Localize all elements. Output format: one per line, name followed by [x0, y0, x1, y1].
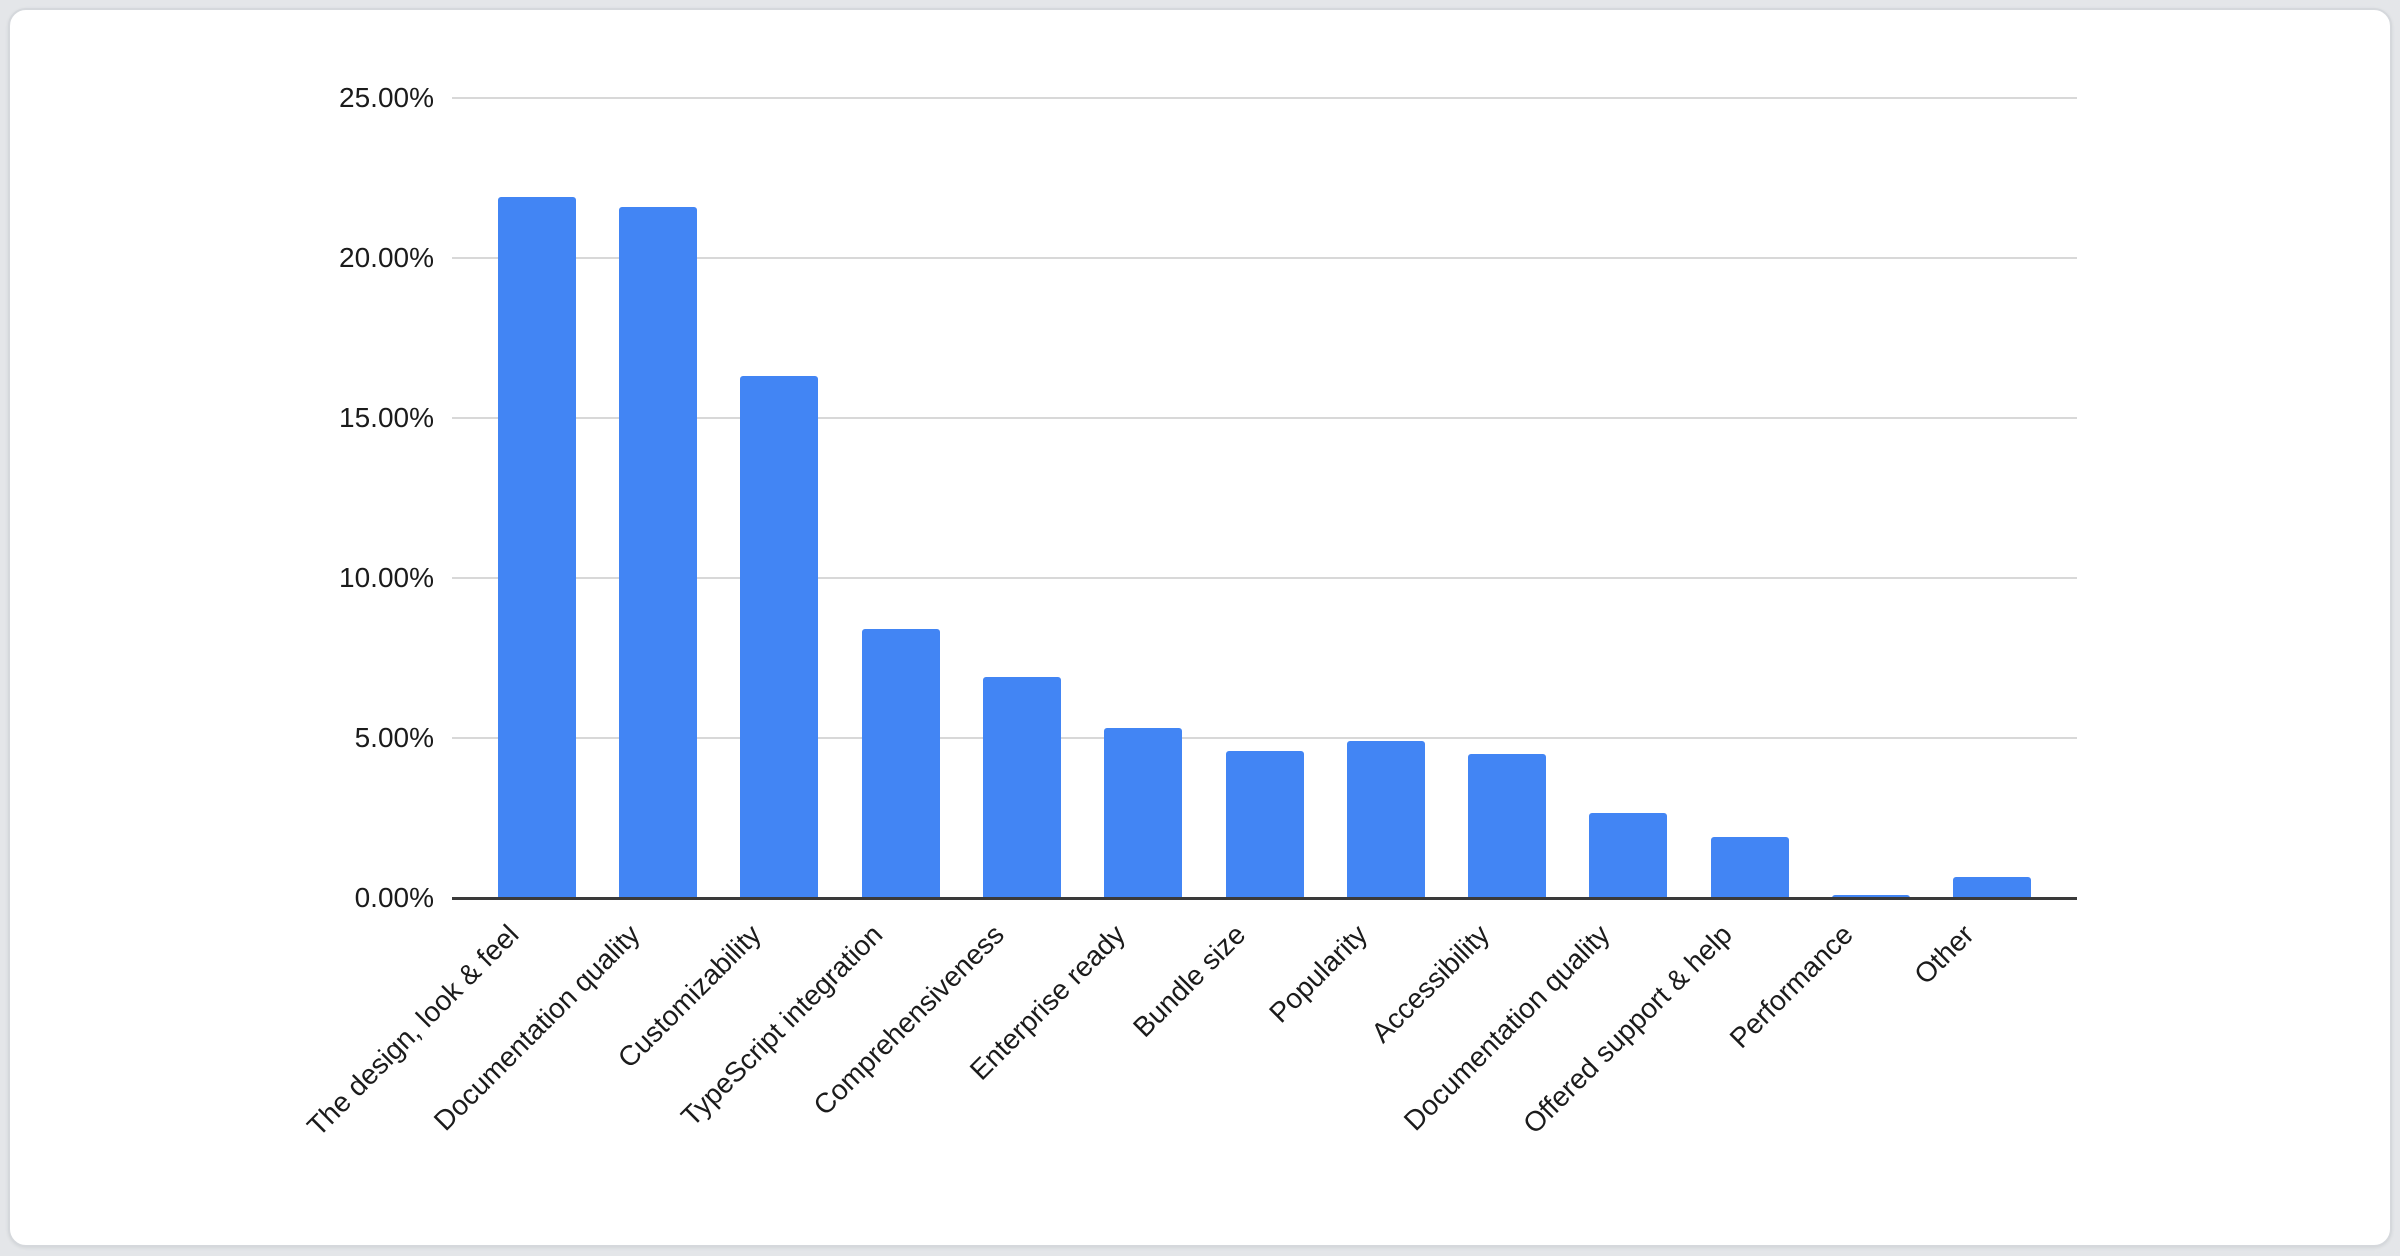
bar[interactable] [1468, 754, 1546, 898]
gridline [452, 257, 2077, 259]
bar[interactable] [740, 376, 818, 898]
x-axis-line [452, 897, 2077, 900]
bar[interactable] [1347, 741, 1425, 898]
bar[interactable] [619, 207, 697, 898]
gridline [452, 97, 2077, 99]
y-axis-tick-label: 15.00% [339, 402, 434, 433]
y-axis-tick-label: 0.00% [354, 882, 434, 913]
bar[interactable] [1589, 813, 1667, 898]
y-axis-tick-label: 25.00% [339, 82, 434, 113]
y-axis-tick-label: 10.00% [339, 562, 434, 593]
chart-card [8, 8, 2392, 1247]
bar[interactable] [498, 197, 576, 898]
bar[interactable] [1711, 837, 1789, 898]
bar[interactable] [1832, 895, 1910, 898]
y-axis-tick-label: 20.00% [339, 242, 434, 273]
gridline [452, 577, 2077, 579]
bar[interactable] [1226, 751, 1304, 898]
y-axis-tick-label: 5.00% [354, 722, 434, 753]
bar[interactable] [983, 677, 1061, 898]
bar[interactable] [862, 629, 940, 898]
bar[interactable] [1953, 877, 2031, 898]
gridline [452, 737, 2077, 739]
bar[interactable] [1104, 728, 1182, 898]
gridline [452, 417, 2077, 419]
